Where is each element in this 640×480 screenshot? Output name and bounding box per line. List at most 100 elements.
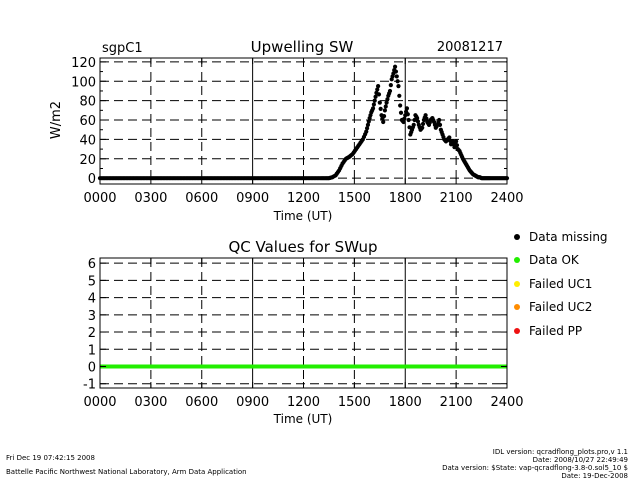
chart-1-point: [398, 103, 403, 108]
chart-1-x-tick-label: 2400: [490, 191, 523, 206]
chart-2-y-tick-label: 3: [88, 309, 96, 324]
chart-1-point: [394, 74, 399, 79]
chart-1-point: [388, 83, 393, 88]
legend-item-failed-uc1: Failed UC1: [514, 276, 592, 292]
chart-1-x-tick-label: 1200: [287, 191, 320, 206]
chart-1-y-tick-label: 60: [79, 114, 96, 129]
chart-1-point: [405, 112, 410, 117]
chart-1-point: [381, 119, 386, 125]
chart-2-title: QC Values for SWup: [228, 238, 377, 256]
chart-2-x-tick-label: 0900: [236, 395, 269, 410]
chart-2-x-tick-label: 2400: [490, 395, 523, 410]
chart-2-x-tick-label: 0300: [134, 395, 167, 410]
chart-2-xlabel: Time (UT): [273, 412, 333, 426]
chart-1-point: [404, 106, 410, 111]
chart-1-point: [401, 119, 406, 125]
chart-1-point: [454, 139, 459, 144]
legend-marker: [514, 234, 520, 240]
legend-label: Failed UC1: [529, 277, 593, 291]
chart-1-point: [385, 97, 390, 102]
chart-1-point: [384, 100, 389, 105]
footer-idl-date: Date: 2008/10/27 22:49:49: [532, 456, 628, 464]
chart-1-point: [364, 129, 369, 134]
chart-1-x-tick-label: 0300: [134, 191, 167, 206]
chart-1-point: [370, 106, 376, 111]
chart-2-x-tick-label: 0000: [83, 395, 116, 410]
chart-1-point: [396, 84, 401, 89]
chart-2-y-tick-label: 1: [88, 343, 96, 358]
chart-1-point: [406, 117, 411, 123]
chart-1-point: [437, 117, 442, 123]
chart-1-y-tick-label: 0: [88, 172, 96, 187]
chart-1-point: [383, 104, 388, 109]
chart-1-point: [371, 102, 376, 107]
chart-1-y-tick-label: 100: [71, 75, 96, 90]
chart-1-x-tick-label: 1500: [338, 191, 371, 206]
chart-2-plot-area: 0000 0300 0600 0900 1200 1500 1800 2100 2400 -1 0 1…: [83, 257, 524, 410]
chart-2-y-tick-label: 6: [88, 257, 96, 272]
chart-1-point: [437, 122, 443, 127]
legend-label: Failed PP: [529, 324, 583, 338]
chart-1-point: [402, 116, 407, 121]
chart-1-point: [382, 108, 387, 113]
chart-1-y-tick-label: 80: [79, 95, 96, 110]
chart-1-xlabel: Time (UT): [273, 209, 333, 223]
chart-1-point: [415, 115, 420, 121]
chart-1-point: [376, 92, 382, 97]
legend-marker: [514, 281, 520, 287]
chart-1-point: [424, 116, 429, 121]
chart-1-y-tick-label: 120: [71, 56, 96, 71]
site-label: sgpC1: [102, 41, 143, 56]
chart-1-point: [420, 125, 425, 130]
chart-1-point: [411, 122, 416, 127]
chart-1-y-tick-label: 40: [79, 133, 96, 148]
footer-timestamp: Fri Dec 19 07:42:15 2008: [6, 454, 95, 462]
chart-1-x-tick-label: 0900: [236, 191, 269, 206]
footer-idl-version: IDL version: qcradflong_plots.pro,v 1.1: [492, 448, 628, 456]
legend-label: Failed UC2: [529, 300, 593, 314]
chart-1-point: [377, 100, 382, 105]
chart-1-point: [392, 64, 398, 69]
chart-1-point: [393, 69, 399, 74]
chart-1-x-tick-label: 1800: [389, 191, 422, 206]
chart-2-x-tick-label: 1200: [287, 395, 320, 410]
chart-2-y-tick-label: 0: [88, 360, 96, 375]
legend-label: Data OK: [529, 253, 579, 267]
date-label: 20081217: [437, 40, 503, 55]
chart-1-title: Upwelling SW: [251, 38, 354, 56]
chart-2-x-tick-label: 1500: [338, 395, 371, 410]
chart-2-x-tick-label: 0600: [185, 395, 218, 410]
chart-1-point: [373, 94, 378, 99]
legend-label: Data missing: [529, 230, 608, 244]
chart-1-point: [420, 121, 426, 127]
chart-1-point: [378, 106, 383, 111]
chart-1-point: [387, 88, 393, 94]
chart-1-point: [415, 119, 421, 124]
chart-1-point: [423, 113, 428, 118]
chart-1-point: [395, 79, 400, 84]
chart-1-x-tick-label: 0600: [185, 191, 218, 206]
legend-marker: [514, 257, 520, 263]
chart-1-point: [397, 93, 402, 98]
chart-1-x-tick-label: 0000: [83, 191, 116, 206]
chart-1-point: [376, 84, 381, 89]
chart-1-point: [365, 122, 371, 127]
legend-item-failed-uc2: Failed UC2: [514, 299, 592, 315]
legend-marker: [514, 328, 520, 334]
legend-marker: [514, 304, 520, 310]
legend-item-data-ok: Data OK: [514, 252, 579, 268]
chart-2-y-tick-label: -1: [83, 378, 96, 393]
legend-item-failed-pp: Failed PP: [514, 323, 582, 339]
footer-data-version: Data version: $State: vap-qcradflong-3.8…: [442, 464, 628, 472]
chart-1-point: [454, 143, 460, 148]
chart-1-point: [372, 98, 377, 103]
footer-lab: Battelle Pacific Northwest National Labo…: [6, 468, 247, 476]
chart-2-y-tick-label: 4: [88, 292, 96, 307]
chart-2-y-tick-label: 5: [88, 274, 96, 289]
chart-1-ylabel: W/m2: [49, 101, 64, 139]
chart-2-y-tick-label: 2: [88, 326, 96, 341]
chart-1-point: [364, 126, 370, 131]
chart-1-point: [381, 114, 387, 119]
legend-item-data-missing: Data missing: [514, 229, 608, 245]
